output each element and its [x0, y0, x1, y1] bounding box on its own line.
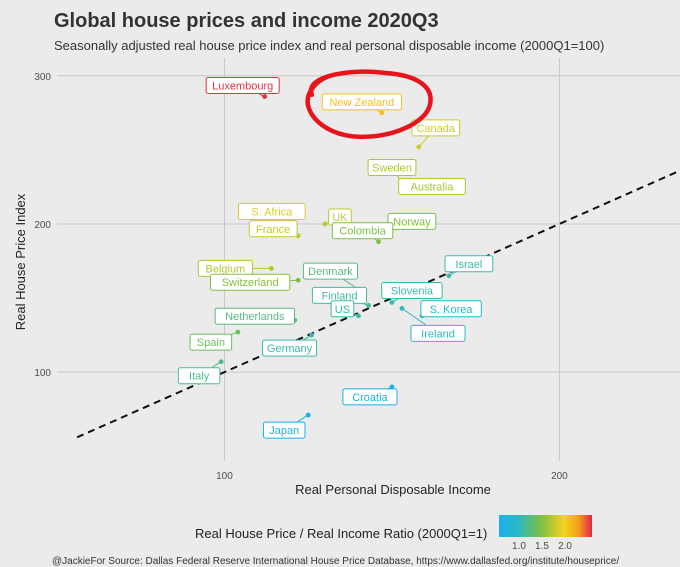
label-text-israel: Israel: [455, 259, 482, 271]
label-text-finland: Finland: [321, 290, 357, 302]
label-box-israel: [444, 255, 494, 273]
label-box-switzerland: [210, 273, 291, 291]
reference-line: [76, 169, 680, 439]
label-text-ireland: Ireland: [421, 328, 455, 340]
label-france: France: [248, 220, 298, 238]
x-tick-label: 200: [551, 471, 568, 482]
label-s-africa: S. Africa: [237, 202, 306, 220]
label-new-zealand: New Zealand: [321, 93, 403, 111]
chart-title: Global house prices and income 2020Q3: [54, 10, 439, 32]
label-netherlands: Netherlands: [214, 307, 295, 325]
label-italy: Italy: [177, 367, 221, 385]
label-text-slovenia: Slovenia: [391, 285, 434, 297]
label-text-new-zealand: New Zealand: [329, 97, 394, 109]
label-box-s-korea: [420, 300, 482, 318]
label-text-netherlands: Netherlands: [225, 311, 285, 323]
label-croatia: Croatia: [342, 388, 398, 406]
label-box-japan: [262, 421, 306, 439]
label-box-denmark: [302, 262, 359, 280]
label-box-germany: [262, 339, 318, 357]
label-spain: Spain: [189, 333, 233, 351]
legend-tick-label: 2.0: [558, 541, 572, 552]
label-box-france: [248, 220, 298, 238]
legend-title: Real House Price / Real Income Ratio (20…: [195, 526, 487, 541]
label-box-spain: [189, 333, 233, 351]
highlight-circle: [305, 69, 433, 140]
label-text-germany: Germany: [267, 343, 313, 355]
label-box-ireland: [410, 324, 466, 342]
label-text-italy: Italy: [189, 371, 210, 383]
source-caption: @JackieFor Source: Dallas Federal Reserv…: [52, 556, 620, 567]
x-axis-title: Real Personal Disposable Income: [295, 482, 491, 497]
label-us: US: [330, 300, 355, 318]
label-box-luxembourg: [205, 77, 280, 95]
label-text-switzerland: Switzerland: [222, 277, 279, 289]
legend-tick-label: 1.0: [512, 541, 526, 552]
label-box-new-zealand: [321, 93, 403, 111]
label-japan: Japan: [262, 421, 306, 439]
label-box-croatia: [342, 388, 398, 406]
chart-subtitle: Seasonally adjusted real house price ind…: [54, 38, 605, 53]
label-box-canada: [411, 119, 461, 137]
label-text-canada: Canada: [416, 123, 455, 135]
label-text-denmark: Denmark: [308, 266, 353, 278]
label-box-slovenia: [381, 281, 443, 299]
legend-tick-label: 1.5: [535, 541, 549, 552]
label-text-france: France: [256, 224, 290, 236]
label-s-korea: S. Korea: [420, 300, 482, 318]
label-box-us: [330, 300, 355, 318]
label-box-colombia: [331, 222, 394, 240]
legend-colorbar: [499, 515, 592, 537]
label-uk: UK: [328, 208, 352, 226]
label-box-sweden: [367, 158, 417, 176]
label-text-belgium: Belgium: [205, 263, 245, 275]
label-text-spain: Spain: [197, 337, 225, 349]
label-sweden: Sweden: [367, 158, 417, 176]
label-australia: Australia: [398, 177, 466, 195]
y-tick-label: 300: [34, 72, 51, 83]
label-text-uk: UK: [332, 212, 348, 224]
label-canada: Canada: [411, 119, 461, 137]
label-norway: Norway: [387, 212, 437, 230]
label-box-italy: [177, 367, 221, 385]
label-belgium: Belgium: [197, 259, 253, 277]
label-switzerland: Switzerland: [210, 273, 291, 291]
label-denmark: Denmark: [302, 262, 359, 280]
label-text-s-africa: S. Africa: [251, 206, 293, 218]
label-text-croatia: Croatia: [352, 392, 388, 404]
label-box-netherlands: [214, 307, 295, 325]
label-text-japan: Japan: [269, 425, 299, 437]
label-box-norway: [387, 212, 437, 230]
y-tick-label: 200: [34, 220, 51, 231]
label-text-norway: Norway: [393, 216, 431, 228]
grid: [57, 58, 680, 461]
x-tick-label: 100: [216, 471, 233, 482]
label-text-sweden: Sweden: [372, 162, 412, 174]
label-finland: Finland: [311, 286, 368, 304]
label-luxembourg: Luxembourg: [205, 77, 280, 95]
label-ireland: Ireland: [410, 324, 466, 342]
label-text-australia: Australia: [411, 181, 455, 193]
label-text-s-korea: S. Korea: [430, 304, 474, 316]
label-text-us: US: [335, 304, 350, 316]
label-text-luxembourg: Luxembourg: [212, 81, 273, 93]
point-uk: [322, 221, 328, 227]
label-text-colombia: Colombia: [339, 226, 386, 238]
label-box-s-africa: [237, 202, 306, 220]
label-israel: Israel: [444, 255, 494, 273]
y-tick-label: 100: [34, 368, 51, 379]
label-germany: Germany: [262, 339, 318, 357]
label-slovenia: Slovenia: [381, 281, 443, 299]
label-colombia: Colombia: [331, 222, 394, 240]
label-box-australia: [398, 177, 466, 195]
y-axis-title: Real House Price Index: [13, 193, 28, 330]
